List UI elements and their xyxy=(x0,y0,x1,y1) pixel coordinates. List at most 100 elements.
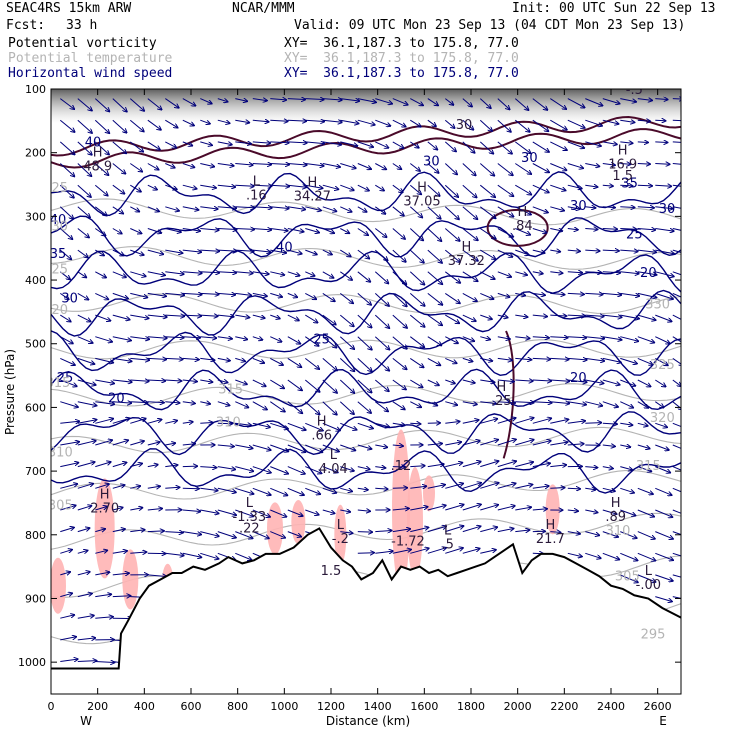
wind-vector xyxy=(602,185,613,186)
wind-vector xyxy=(252,272,269,274)
wind-vector xyxy=(305,422,323,430)
wind-vector xyxy=(165,249,182,253)
wind-vector xyxy=(602,315,622,317)
wind-vector xyxy=(322,228,334,234)
wind-vector xyxy=(130,486,140,488)
wind-vector xyxy=(532,141,549,152)
wind-vector xyxy=(444,206,459,219)
wind-vector xyxy=(95,507,107,511)
wind-vector xyxy=(287,357,301,367)
wind-vector xyxy=(655,271,673,277)
wind-vector xyxy=(235,120,249,122)
init-time: Init: 00 UTC Sun 22 Sep 13 xyxy=(512,1,716,16)
wind-vector xyxy=(60,506,75,511)
wind-vector xyxy=(585,119,602,126)
wind-vector xyxy=(550,380,569,381)
wind-vector xyxy=(567,337,586,338)
wind-vector xyxy=(427,249,442,263)
wind-vector xyxy=(585,229,597,230)
wind-vector xyxy=(147,292,166,296)
wind-vector xyxy=(165,206,179,211)
wind-vector xyxy=(95,529,105,532)
wind-vector xyxy=(427,379,439,385)
wind-vector xyxy=(532,315,547,316)
high-low-value: 4.04 xyxy=(319,462,348,477)
wind-vector xyxy=(305,336,318,346)
wind-vector xyxy=(620,292,639,296)
wind-vector xyxy=(374,401,388,412)
wind-vector xyxy=(374,358,389,370)
theta-contour-label: 310 xyxy=(48,445,73,460)
wind-vector xyxy=(95,617,113,618)
pv-contour-closed xyxy=(486,208,549,247)
wind-vector xyxy=(147,141,160,150)
wind-vector xyxy=(515,271,527,275)
wind-vector xyxy=(287,142,307,143)
wind-vector xyxy=(409,184,421,194)
wind-vector xyxy=(532,206,548,213)
wind-vector xyxy=(585,423,601,424)
center-title: NCAR/MMM xyxy=(232,1,295,16)
wind-vector xyxy=(130,271,145,277)
theta-contour-label: 310 xyxy=(606,524,631,539)
wind-vector xyxy=(567,380,587,382)
wind-vector xyxy=(200,337,216,338)
wind-vector xyxy=(95,379,114,383)
wind-vector xyxy=(462,526,481,533)
wind-vector xyxy=(462,141,475,153)
wind-vector xyxy=(200,315,217,316)
wind-vector xyxy=(252,250,270,252)
wind-vector xyxy=(392,336,407,349)
wind-vector xyxy=(602,293,621,295)
wind-vector xyxy=(77,551,88,554)
wind-vector xyxy=(305,164,323,166)
wind-vector xyxy=(252,292,267,296)
wind-vector xyxy=(217,315,234,317)
wind-vector xyxy=(182,380,197,382)
wind-vector xyxy=(620,445,630,447)
wind-vector xyxy=(480,314,492,319)
x-tick-label: 0 xyxy=(48,700,55,713)
wind-vector xyxy=(567,163,583,169)
wind-vector xyxy=(655,185,671,186)
wind-vector xyxy=(427,444,442,446)
wind-vector xyxy=(60,484,77,489)
wind-vector xyxy=(270,164,289,165)
wind-vector xyxy=(602,98,620,104)
theta-contour-label: 330 xyxy=(43,219,68,234)
wind-vector xyxy=(182,250,201,252)
high-low-value: -1.33 xyxy=(233,510,267,525)
wind-vector xyxy=(95,292,108,299)
wind-vector xyxy=(462,314,476,321)
wind-vector xyxy=(655,292,673,299)
wind-vector xyxy=(550,119,566,130)
wind-vector xyxy=(217,466,235,470)
wind-vector xyxy=(637,423,648,426)
wind-vector xyxy=(287,271,300,276)
wind-vector xyxy=(357,488,368,490)
wind-vector xyxy=(304,358,319,369)
wind-vector xyxy=(200,207,217,209)
theta-contour-label: 315 xyxy=(636,459,661,474)
wind-vector xyxy=(462,184,477,197)
wind-vector xyxy=(375,488,387,489)
wind-vector xyxy=(392,141,404,148)
wind-vector xyxy=(270,357,283,365)
wind-vector xyxy=(462,504,481,511)
wind-vector xyxy=(217,207,236,208)
wind-vector xyxy=(392,249,406,262)
wind-vector xyxy=(620,229,636,230)
wind-vector xyxy=(637,509,654,517)
theta-contour-335 xyxy=(51,246,681,270)
wind-vector xyxy=(112,249,124,255)
wind-vector xyxy=(235,466,253,472)
wind-vector xyxy=(287,249,302,254)
wind-vector xyxy=(112,314,130,320)
isotach-15 xyxy=(51,368,681,411)
wind-vector xyxy=(59,271,70,280)
wind-vector xyxy=(637,466,652,472)
wind-isotach-label: 30 xyxy=(570,199,587,214)
wind-vector xyxy=(340,466,354,471)
wind-vector xyxy=(637,336,654,343)
